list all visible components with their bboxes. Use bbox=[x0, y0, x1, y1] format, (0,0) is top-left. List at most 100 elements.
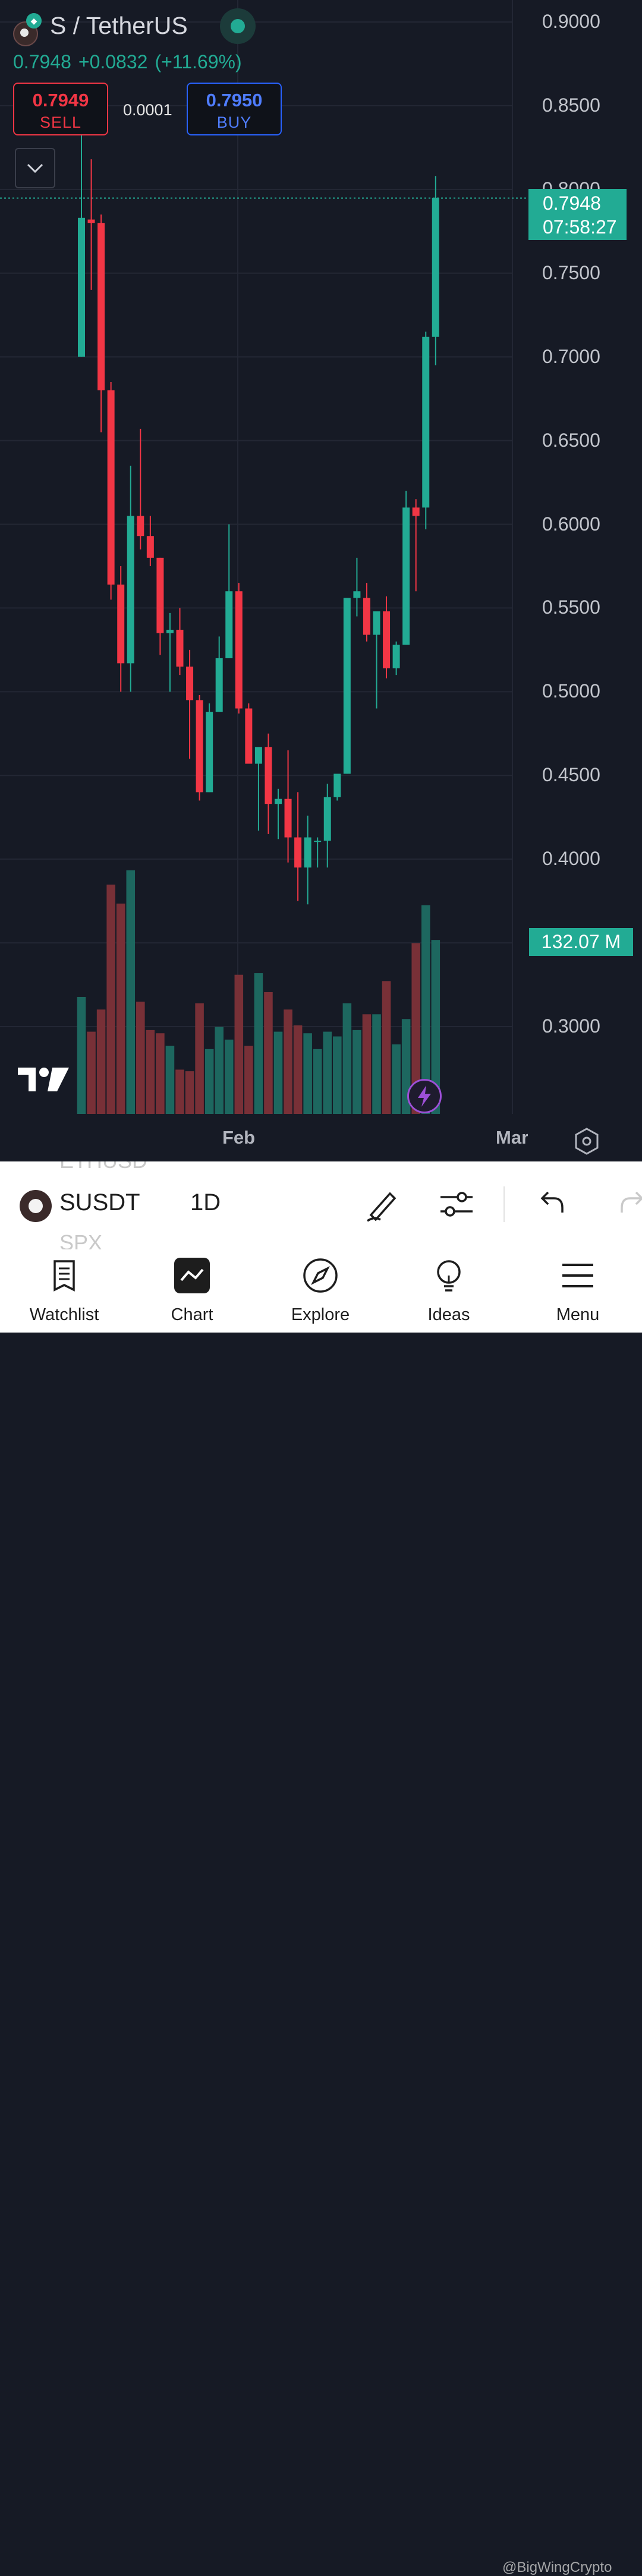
buy-label: BUY bbox=[216, 113, 252, 131]
chart-icon bbox=[174, 1258, 210, 1293]
market-status-icon[interactable] bbox=[220, 8, 256, 44]
candle-body bbox=[383, 611, 391, 668]
volume-bar bbox=[136, 1001, 145, 1114]
candle-body bbox=[97, 223, 105, 391]
candle-body bbox=[323, 797, 331, 841]
nav-label: Chart bbox=[171, 1305, 213, 1324]
volume-bar bbox=[244, 1046, 253, 1114]
next-symbol-ghost[interactable]: SPX bbox=[59, 1230, 103, 1250]
volume-bar bbox=[382, 981, 391, 1114]
candle-body bbox=[254, 747, 262, 764]
price-axis-label: 0.6000 bbox=[542, 513, 600, 535]
nav-watchlist[interactable]: Watchlist bbox=[5, 1249, 124, 1333]
candle-body bbox=[196, 700, 203, 793]
volume-bar bbox=[421, 905, 430, 1114]
volume-bar bbox=[77, 996, 86, 1114]
candle-body bbox=[225, 591, 233, 658]
chart-settings-icon[interactable] bbox=[572, 1126, 602, 1159]
nav-label: Explore bbox=[291, 1305, 350, 1324]
symbol-title[interactable]: S / TetherUS bbox=[50, 12, 188, 39]
indicators-icon[interactable] bbox=[438, 1185, 475, 1226]
symbol-toolbar: ETHUSD SUSDT 1D SPX bbox=[0, 1161, 642, 1250]
symbol-logo bbox=[20, 1190, 52, 1222]
volume-bar bbox=[146, 1030, 155, 1114]
volume-bar bbox=[273, 1031, 283, 1114]
collapse-button[interactable] bbox=[15, 148, 55, 188]
spread-value: 0.0001 bbox=[123, 101, 172, 119]
candle-body bbox=[412, 507, 420, 516]
volume-bar bbox=[156, 1033, 165, 1114]
watchlist-icon bbox=[54, 1260, 75, 1292]
volume-bar bbox=[372, 1014, 381, 1114]
volume-bar bbox=[411, 943, 420, 1114]
bolt-icon[interactable] bbox=[407, 1079, 442, 1113]
prev-symbol-ghost[interactable]: ETHUSD bbox=[59, 1161, 147, 1173]
candle-body bbox=[304, 837, 311, 868]
volume-bar bbox=[204, 1049, 214, 1114]
volume-bar bbox=[284, 1009, 292, 1114]
change-percent: (+11.69%) bbox=[155, 51, 242, 72]
candle-body bbox=[78, 217, 85, 357]
volume-bar bbox=[96, 1009, 106, 1114]
price-axis-label: 0.4500 bbox=[542, 764, 600, 786]
tradingview-logo bbox=[18, 1065, 70, 1097]
price-axis-label: 0.5500 bbox=[542, 596, 600, 618]
price-axis-label: 0.6500 bbox=[542, 429, 600, 451]
redo-icon[interactable] bbox=[617, 1185, 642, 1226]
chart-area[interactable]: ◆ S / TetherUS 0.7948 +0.0832 (+11.69%) 0.… bbox=[0, 0, 642, 1161]
volume-bar bbox=[313, 1049, 322, 1114]
sell-label: SELL bbox=[39, 113, 82, 131]
price-axis-label: 0.3000 bbox=[542, 1015, 600, 1037]
price-axis-label: 0.5000 bbox=[542, 680, 600, 702]
candle-body bbox=[137, 516, 144, 536]
bottom-navigation: Watchlist Chart Explore Ideas Menu @Bi bbox=[0, 1249, 642, 2575]
candle-body bbox=[432, 197, 439, 337]
nav-label: Menu bbox=[556, 1305, 600, 1324]
buy-price: 0.7950 bbox=[206, 90, 263, 111]
last-price-tag: 0.7948 07:58:27 bbox=[528, 189, 627, 240]
candle-body bbox=[127, 516, 134, 664]
volume-tag: 132.07 M bbox=[529, 928, 633, 956]
price-axis-label: 0.7500 bbox=[542, 261, 600, 283]
volume-bar bbox=[333, 1036, 342, 1114]
price-axis-label: 0.9000 bbox=[542, 11, 600, 32]
nav-menu[interactable]: Menu bbox=[518, 1249, 637, 1333]
interval-selector[interactable]: 1D bbox=[190, 1189, 221, 1216]
candle-body bbox=[373, 611, 380, 635]
candle-body bbox=[422, 336, 430, 508]
nav-chart[interactable]: Chart bbox=[133, 1249, 251, 1333]
sell-button[interactable]: 0.7949 SELL bbox=[13, 83, 108, 135]
candle-body bbox=[275, 798, 282, 804]
candle-body bbox=[215, 658, 223, 712]
volume-bar bbox=[116, 903, 125, 1114]
watermark: @BigWingCrypto bbox=[502, 2559, 612, 2575]
exchange-diamond-icon: ◆ bbox=[26, 13, 42, 29]
price-axis-label: 0.4000 bbox=[542, 848, 600, 870]
volume-bar bbox=[195, 1003, 204, 1114]
candle-body bbox=[294, 837, 302, 868]
volume-bar bbox=[254, 973, 263, 1114]
candle-body bbox=[284, 798, 292, 838]
nav-ideas[interactable]: Ideas bbox=[389, 1249, 508, 1333]
nav-explore[interactable]: Explore bbox=[261, 1249, 380, 1333]
chevron-down-icon bbox=[27, 163, 43, 173]
candle-body bbox=[392, 645, 400, 668]
candle-body bbox=[314, 841, 322, 842]
toolbar-divider bbox=[503, 1186, 505, 1222]
undo-icon[interactable] bbox=[536, 1185, 567, 1226]
candle-body bbox=[245, 708, 253, 764]
price-axis-label: 0.7000 bbox=[542, 345, 600, 367]
candle-body bbox=[343, 598, 351, 774]
symbol-selector[interactable]: SUSDT bbox=[59, 1189, 140, 1216]
candle-body bbox=[156, 557, 164, 633]
buy-button[interactable]: 0.7950 BUY bbox=[187, 83, 282, 135]
volume-bar bbox=[353, 1030, 361, 1114]
nav-label: Ideas bbox=[427, 1305, 470, 1324]
volume-bar bbox=[264, 992, 273, 1114]
draw-pen-icon[interactable] bbox=[363, 1185, 399, 1226]
candle-body bbox=[87, 219, 95, 223]
compass-icon bbox=[303, 1258, 338, 1293]
candlestick-chart[interactable] bbox=[0, 0, 642, 1161]
candle-body bbox=[166, 630, 174, 633]
volume-bar bbox=[362, 1014, 372, 1114]
